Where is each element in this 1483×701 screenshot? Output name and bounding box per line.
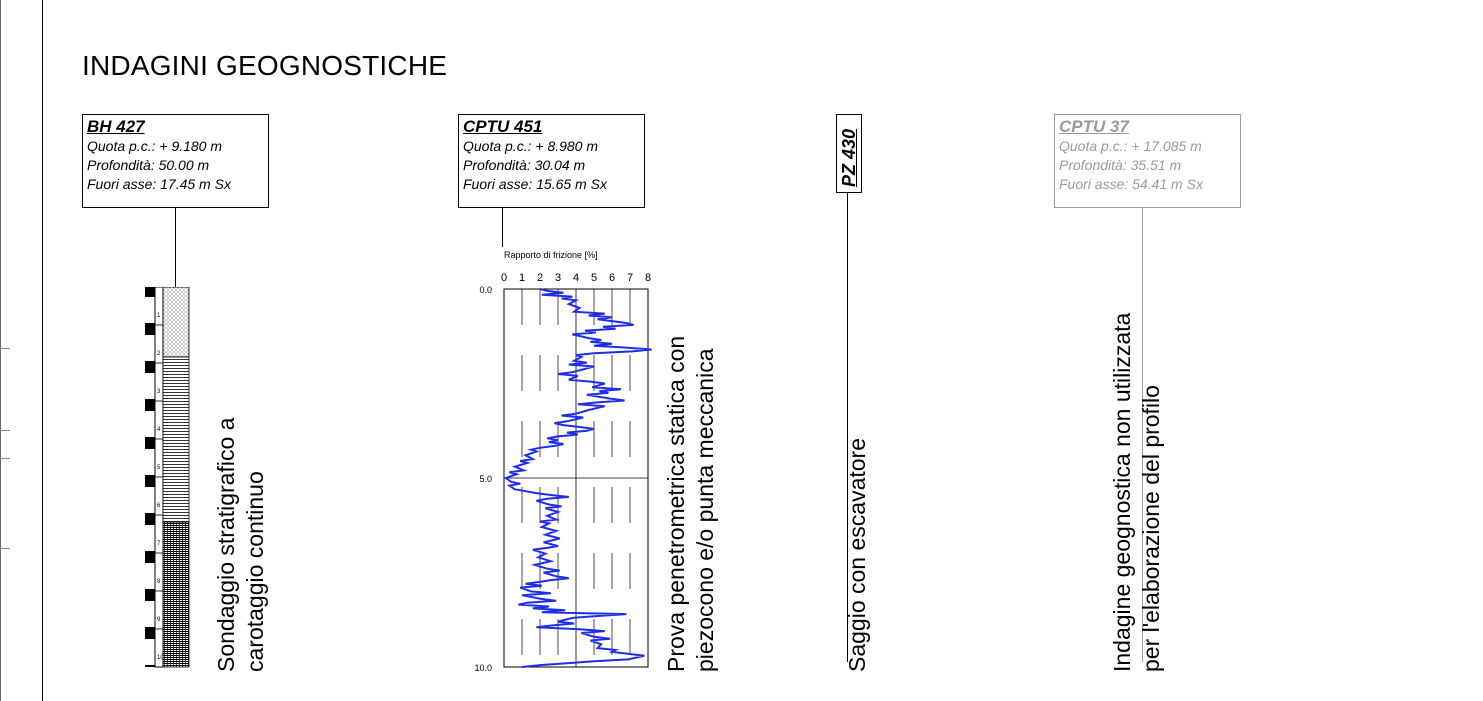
cptu37-connector-line: [1142, 207, 1143, 662]
x-tick-label: 1: [519, 272, 525, 284]
y-tick-label: 0.0: [479, 285, 492, 295]
x-tick-label: 5: [591, 272, 597, 284]
cptu37-quota: Quota p.c.: + 17.085 m: [1059, 138, 1202, 154]
bh427-core-log: 1 2 3 4 5 6 7 8 9 10: [145, 287, 190, 668]
bh427-connector-line: [175, 207, 176, 287]
edge-tick: [0, 430, 10, 431]
core-tick-label: 4: [157, 427, 161, 433]
y-tick-label: 5.0: [479, 474, 492, 484]
core-tick-label: 8: [157, 579, 161, 585]
pz430-description: Saggio con escavatore: [843, 438, 872, 672]
bh427-description-line-2: carotaggio continuo: [242, 471, 268, 672]
x-tick-label: 0: [501, 272, 507, 284]
bh427-description: Sondaggio stratigrafico a carotaggio con…: [212, 418, 270, 672]
frame-border-line: [42, 0, 43, 701]
pz430-description-line-1: Saggio con escavatore: [844, 438, 870, 672]
layer-silt: [162, 356, 190, 523]
layer-sand: [162, 287, 190, 358]
cptu451-description-line-2: piezocono e/o punta meccanica: [692, 348, 718, 673]
core-tick-label: 5: [157, 465, 161, 471]
x-tick-label: 4: [573, 272, 579, 284]
y-tick-labels: 0.0 5.0 10.0: [474, 285, 492, 673]
pz430-id: PZ 430: [839, 128, 859, 187]
cptu451-profondita: Profondità: 30.04 m: [463, 157, 586, 173]
y-tick-label: 10.0: [474, 663, 492, 673]
x-tick-label: 8: [645, 272, 651, 284]
core-tick-label: 6: [157, 503, 161, 509]
cptu37-info-box: CPTU 37 Quota p.c.: + 17.085 m Profondit…: [1054, 114, 1241, 208]
bh427-fuori-asse: Fuori asse: 17.45 m Sx: [87, 176, 231, 192]
edge-tick: [0, 348, 10, 349]
cptu451-description-line-1: Prova penetrometrica statica con: [663, 335, 689, 672]
page-title: INDAGINI GEOGNOSTICHE: [82, 50, 448, 81]
plot-frame: [503, 288, 649, 668]
cptu37-description: Indagine geognostica non utilizzata per …: [1108, 313, 1166, 672]
x-tick-label: 2: [537, 272, 543, 284]
cptu451-connector-line: [502, 207, 503, 247]
core-tick-label: 10: [157, 655, 164, 661]
cptu451-description: Prova penetrometrica statica con piezoco…: [662, 336, 720, 672]
core-tick-label: 1: [157, 313, 161, 319]
x-tick-label: 3: [555, 272, 561, 284]
edge-tick: [0, 548, 10, 549]
cptu37-description-line-1: Indagine geognostica non utilizzata: [1109, 312, 1135, 672]
bh427-description-line-1: Sondaggio stratigrafico a: [213, 417, 239, 672]
cptu37-profondita: Profondità: 35.51 m: [1059, 157, 1182, 173]
cptu451-quota: Quota p.c.: + 8.980 m: [463, 138, 599, 154]
bh427-id: BH 427: [87, 117, 145, 136]
edge-tick: [0, 458, 10, 459]
cptu451-info-box: CPTU 451 Quota p.c.: + 8.980 m Profondit…: [458, 114, 645, 208]
pz430-connector-line: [847, 192, 848, 662]
core-tick-label: 3: [157, 389, 161, 395]
core-depth-bar-blocks: [145, 297, 155, 665]
cptu451-fuori-asse: Fuori asse: 15.65 m Sx: [463, 176, 607, 192]
core-index-ticks: 1 2 3 4 5 6 7 8 9 10: [155, 313, 164, 668]
cptu37-description-line-2: per l'elaborazione del profilo: [1138, 385, 1164, 672]
core-tick-label: 2: [157, 351, 161, 357]
cptu37-id: CPTU 37: [1059, 117, 1129, 136]
friction-ratio-line: [503, 288, 652, 668]
layer-clay: [162, 521, 190, 668]
cptu37-fuori-asse: Fuori asse: 54.41 m Sx: [1059, 176, 1203, 192]
core-tick-label: 9: [157, 617, 161, 623]
core-tick-label: 7: [157, 541, 161, 547]
x-tick-label: 7: [627, 272, 633, 284]
chart-title: Rapporto di frizione [%]: [504, 250, 598, 260]
bh427-info-box: BH 427 Quota p.c.: + 9.180 m Profondità:…: [82, 114, 269, 208]
x-tick-label: 6: [609, 272, 615, 284]
core-depth-bar: [145, 287, 155, 667]
bh427-profondita: Profondità: 50.00 m: [87, 157, 210, 173]
pz430-info-box: PZ 430: [836, 114, 862, 193]
left-frame-edge: [0, 0, 1, 701]
chart-grid: [504, 289, 648, 667]
bh427-quota: Quota p.c.: + 9.180 m: [87, 138, 223, 154]
cptu451-id: CPTU 451: [463, 117, 543, 136]
